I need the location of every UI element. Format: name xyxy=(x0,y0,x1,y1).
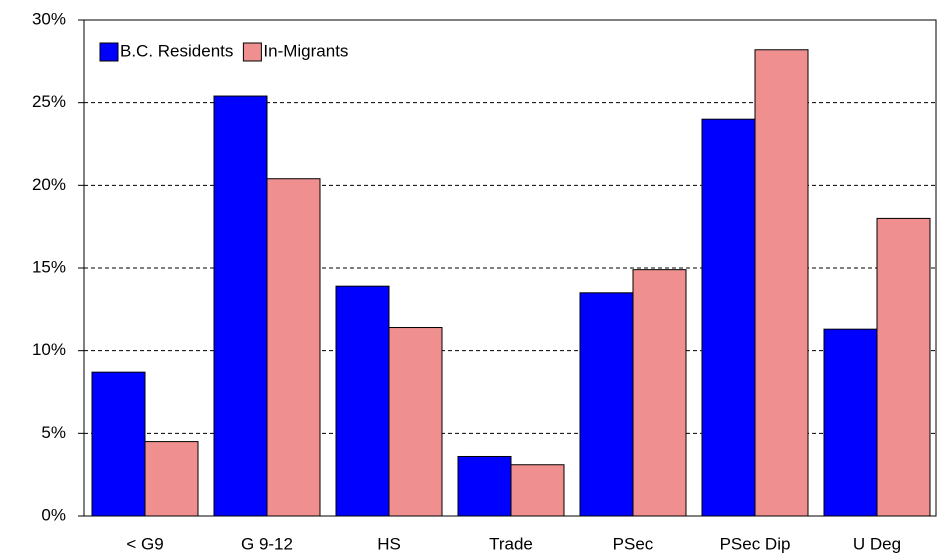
x-tick-label: PSec xyxy=(613,534,654,553)
bar xyxy=(701,118,756,517)
x-tick-label: HS xyxy=(377,534,401,553)
bar xyxy=(144,441,199,517)
bar xyxy=(335,285,390,517)
x-tick-label: U Deg xyxy=(853,534,901,553)
y-tick-label: 10% xyxy=(32,340,66,359)
x-tick-label: PSec Dip xyxy=(720,534,791,553)
bar xyxy=(457,455,512,517)
legend-label: In-Migrants xyxy=(263,41,348,60)
bar xyxy=(266,178,321,517)
bar xyxy=(213,95,268,517)
x-tick-label: Trade xyxy=(489,534,533,553)
y-tick-label: 0% xyxy=(41,505,66,524)
bar xyxy=(632,269,687,517)
bar xyxy=(91,371,146,517)
bar xyxy=(579,292,634,517)
x-tick-label: < G9 xyxy=(126,534,163,553)
y-tick-label: 25% xyxy=(32,92,66,111)
legend-label: B.C. Residents xyxy=(120,41,233,60)
legend-swatch xyxy=(242,42,262,62)
legend-swatch xyxy=(99,42,119,62)
bar xyxy=(388,327,443,517)
y-tick-label: 5% xyxy=(41,423,66,442)
bar xyxy=(876,217,931,517)
y-tick-label: 30% xyxy=(32,9,66,28)
bar xyxy=(823,328,878,517)
x-tick-label: G 9-12 xyxy=(241,534,293,553)
y-tick-label: 20% xyxy=(32,175,66,194)
bar xyxy=(510,464,565,517)
y-tick-label: 15% xyxy=(32,257,66,276)
bar xyxy=(754,49,809,517)
